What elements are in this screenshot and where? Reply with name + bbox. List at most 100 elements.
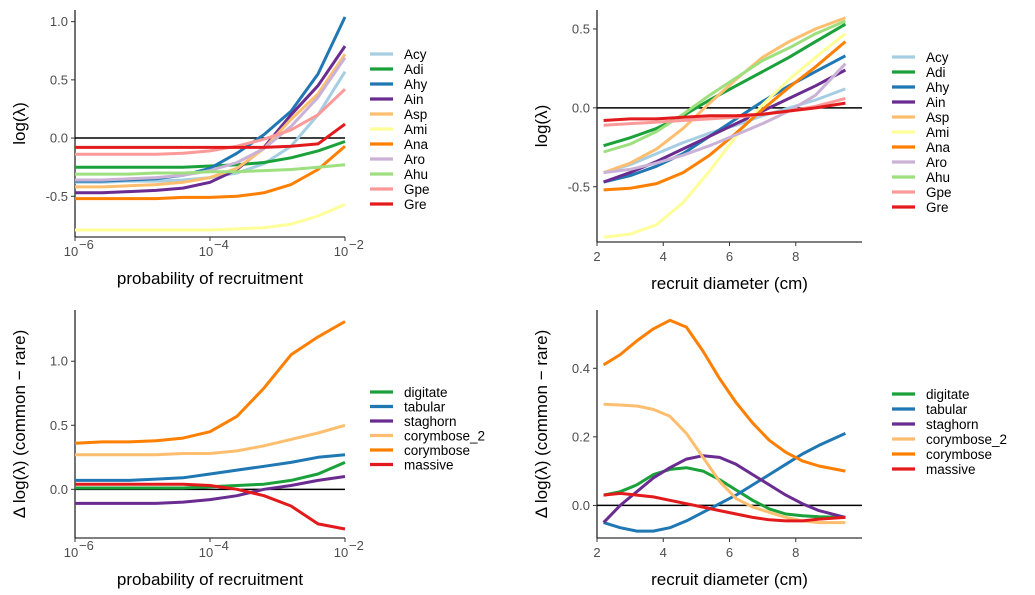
legend-label-Ain: Ain bbox=[404, 92, 424, 107]
panel-top-right: -0.5 0.0 0.5 2 4 6 8 recruit diameter (cm) log(λ… bbox=[532, 10, 952, 293]
x-tick-label: 2 bbox=[593, 545, 600, 560]
x-tick-label: 10 bbox=[334, 545, 348, 560]
legend-label-digitate: digitate bbox=[404, 385, 448, 400]
legend-label-Aro: Aro bbox=[926, 155, 947, 170]
x-tick-exponent: −6 bbox=[79, 237, 94, 252]
legend-label-Gpe: Gpe bbox=[404, 182, 430, 197]
legend-label-digitate: digitate bbox=[926, 387, 970, 402]
series-line-Ami bbox=[603, 32, 847, 239]
series-line-Gre bbox=[603, 101, 846, 122]
legend-label-corymbose: corymbose bbox=[404, 443, 470, 458]
legend-label-staghorn: staghorn bbox=[404, 414, 457, 429]
x-tick-label: 10 bbox=[64, 545, 78, 560]
x-tick-label: 10 bbox=[334, 244, 348, 259]
series-line-staghorn bbox=[75, 475, 346, 505]
x-tick-exponent: −2 bbox=[349, 538, 364, 553]
legend-label-Ahu: Ahu bbox=[404, 167, 428, 182]
legend-label-Ana: Ana bbox=[926, 140, 951, 155]
x-tick-label: 6 bbox=[726, 249, 733, 264]
y-tick-label: 0.0 bbox=[50, 482, 68, 497]
y-axis-label: log(λ) bbox=[10, 102, 29, 145]
x-axis-label: probability of recruitment bbox=[117, 269, 303, 288]
legend-label-Adi: Adi bbox=[926, 65, 946, 80]
x-tick-exponent: −6 bbox=[79, 538, 94, 553]
y-tick-label: 0.0 bbox=[572, 498, 590, 513]
series-line-tabular bbox=[75, 453, 346, 482]
series-line-digitate bbox=[603, 466, 846, 519]
legend-label-massive: massive bbox=[404, 457, 454, 472]
legend-label-staghorn: staghorn bbox=[926, 417, 979, 432]
y-axis-label: log(λ) bbox=[532, 105, 551, 148]
x-tick-label: 8 bbox=[792, 545, 799, 560]
legend-label-Asp: Asp bbox=[926, 110, 949, 125]
x-tick-label: 10 bbox=[199, 545, 213, 560]
y-tick-label: 1.0 bbox=[50, 354, 68, 369]
series-line-staghorn bbox=[602, 454, 846, 524]
y-axis-label: Δ log(λ) (common − rare) bbox=[10, 330, 29, 519]
y-tick-label: -0.5 bbox=[568, 179, 590, 194]
x-axis-label: probability of recruitment bbox=[117, 570, 303, 589]
series-line-Asp bbox=[603, 16, 846, 175]
legend-label-Ahy: Ahy bbox=[404, 77, 428, 92]
series-line-Ana bbox=[603, 40, 847, 192]
y-tick-label: -0.5 bbox=[46, 189, 68, 204]
legend-label-Ana: Ana bbox=[404, 137, 429, 152]
legend-label-tabular: tabular bbox=[926, 402, 968, 417]
legend-label-tabular: tabular bbox=[404, 399, 446, 414]
x-axis-label: recruit diameter (cm) bbox=[651, 570, 808, 589]
series-line-Gpe bbox=[75, 88, 347, 156]
series-line-massive bbox=[75, 482, 346, 531]
x-tick-exponent: −2 bbox=[349, 237, 364, 252]
series-line-Aro bbox=[603, 62, 847, 175]
legend: digitatetabularstaghorncorymbose_2corymb… bbox=[892, 387, 1007, 477]
series-line-corymbose bbox=[602, 318, 846, 473]
y-tick-label: 0.5 bbox=[50, 418, 68, 433]
legend-label-Gpe: Gpe bbox=[926, 185, 952, 200]
series-line-corymbose_2 bbox=[75, 423, 346, 457]
series-line-Ahu bbox=[75, 163, 346, 176]
series-line-Asp bbox=[75, 53, 347, 189]
x-tick-exponent: −4 bbox=[214, 237, 229, 252]
y-tick-label: 1.0 bbox=[50, 14, 68, 29]
legend-label-corymbose: corymbose bbox=[926, 447, 992, 462]
series-line-corymbose bbox=[74, 320, 346, 445]
series-line-Ami bbox=[75, 203, 346, 232]
legend: digitatetabularstaghorncorymbose_2corymb… bbox=[370, 385, 485, 472]
legend-label-Ahy: Ahy bbox=[926, 80, 950, 95]
legend-label-Aro: Aro bbox=[404, 152, 425, 167]
y-tick-label: 0.5 bbox=[50, 72, 68, 87]
y-tick-label: 0.4 bbox=[572, 361, 590, 376]
legend-label-Ami: Ami bbox=[404, 122, 427, 137]
legend-label-corymbose_2: corymbose_2 bbox=[404, 428, 485, 443]
y-tick-label: 0.2 bbox=[572, 429, 590, 444]
legend-label-Asp: Asp bbox=[404, 107, 427, 122]
legend-label-Ain: Ain bbox=[926, 95, 946, 110]
y-tick-label: 0.0 bbox=[572, 100, 590, 115]
series-line-Gre bbox=[75, 122, 346, 149]
series-line-Aro bbox=[75, 56, 347, 182]
y-axis-label: Δ log(λ) (common − rare) bbox=[532, 330, 551, 519]
x-tick-label: 4 bbox=[660, 545, 667, 560]
legend-label-Ami: Ami bbox=[926, 125, 949, 140]
series-line-Ain bbox=[75, 45, 347, 195]
series-line-massive bbox=[603, 491, 846, 523]
series-line-Ana bbox=[75, 145, 346, 201]
legend-label-Acy: Acy bbox=[926, 50, 949, 65]
x-tick-label: 10 bbox=[64, 244, 78, 259]
x-axis-label: recruit diameter (cm) bbox=[651, 274, 808, 293]
x-tick-label: 4 bbox=[660, 249, 667, 264]
legend-label-Gre: Gre bbox=[404, 197, 427, 212]
x-tick-label: 8 bbox=[792, 249, 799, 264]
x-tick-label: 10 bbox=[199, 244, 213, 259]
y-tick-label: 0.5 bbox=[572, 21, 590, 36]
series-line-Ahu bbox=[603, 19, 846, 154]
legend-label-Gre: Gre bbox=[926, 200, 949, 215]
legend-label-Adi: Adi bbox=[404, 62, 424, 77]
legend-label-massive: massive bbox=[926, 462, 976, 477]
legend-label-Ahu: Ahu bbox=[926, 170, 950, 185]
